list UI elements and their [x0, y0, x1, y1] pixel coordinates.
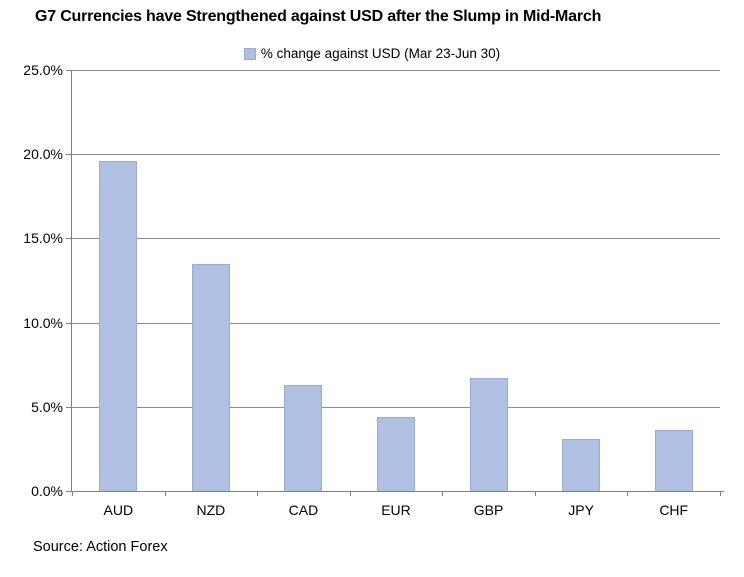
x-axis-tick — [349, 491, 351, 496]
bar — [654, 430, 693, 491]
x-axis-tick — [257, 491, 259, 496]
gridline — [72, 322, 720, 324]
bar — [284, 384, 323, 491]
x-tick-label: CHF — [659, 502, 689, 518]
gridline — [72, 406, 720, 408]
x-axis-tick — [72, 491, 73, 496]
bar — [191, 263, 230, 491]
chart-title: G7 Currencies have Strengthened against … — [35, 8, 602, 25]
bar — [99, 160, 138, 491]
x-axis-tick — [720, 491, 721, 496]
y-axis-tick — [66, 406, 72, 408]
y-tick-label: 20.0% — [23, 146, 63, 163]
y-tick-label: 5.0% — [31, 398, 63, 415]
bar — [469, 378, 508, 491]
y-axis-tick — [66, 322, 72, 324]
y-tick-label: 25.0% — [23, 62, 63, 78]
x-tick-label: EUR — [381, 502, 411, 518]
y-tick-label: 15.0% — [23, 230, 63, 247]
x-axis-tick — [627, 491, 629, 496]
legend: % change against USD (Mar 23-Jun 30) — [0, 46, 744, 61]
x-tick-label: JPY — [568, 502, 594, 518]
y-axis-tick — [66, 70, 72, 71]
x-tick-label: GBP — [473, 502, 504, 518]
legend-label: % change against USD (Mar 23-Jun 30) — [260, 46, 501, 61]
x-tick-label: NZD — [196, 502, 226, 518]
x-axis-tick — [164, 491, 166, 496]
gridline — [72, 154, 720, 156]
y-tick-label: 10.0% — [23, 314, 63, 331]
gridline — [72, 238, 720, 240]
legend-swatch-icon — [243, 47, 256, 60]
plot-area — [71, 70, 724, 492]
source-note: Source: Action Forex — [33, 539, 168, 555]
bar — [562, 438, 601, 491]
gridline — [72, 70, 720, 71]
y-axis-line — [71, 70, 72, 491]
y-axis-tick — [66, 238, 72, 240]
x-axis-tick — [442, 491, 444, 496]
x-tick-label: CAD — [288, 502, 319, 518]
x-axis-tick — [534, 491, 536, 496]
y-axis-tick — [66, 491, 72, 492]
y-tick-label: 0.0% — [31, 483, 63, 499]
bar — [377, 416, 415, 491]
x-tick-label: AUD — [103, 502, 134, 518]
x-axis-line — [71, 491, 724, 492]
y-axis-tick — [66, 154, 72, 156]
